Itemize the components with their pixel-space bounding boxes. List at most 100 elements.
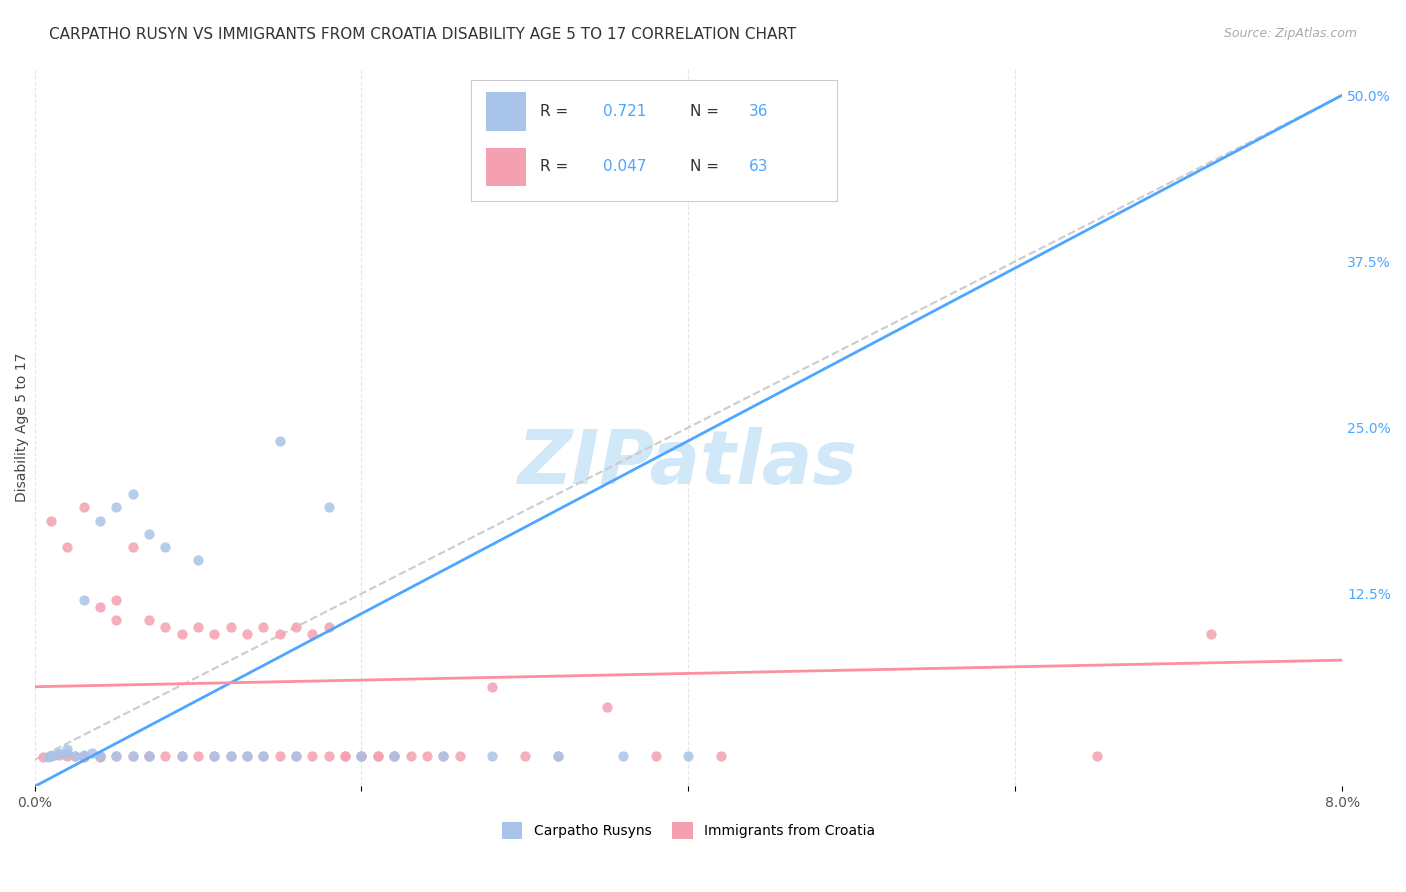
Point bbox=[333, 748, 356, 763]
Point bbox=[155, 540, 177, 554]
Point bbox=[138, 526, 160, 541]
Point bbox=[513, 748, 536, 763]
Point bbox=[252, 748, 274, 763]
Point bbox=[170, 748, 193, 763]
Text: 36: 36 bbox=[749, 104, 768, 120]
Point bbox=[56, 748, 79, 763]
Point bbox=[236, 626, 259, 640]
Point bbox=[301, 626, 323, 640]
Point bbox=[56, 742, 79, 756]
Text: ZIPatlas: ZIPatlas bbox=[519, 427, 859, 500]
Text: R =: R = bbox=[540, 104, 574, 120]
Point bbox=[89, 599, 111, 614]
Point bbox=[39, 748, 62, 763]
Point bbox=[37, 750, 59, 764]
Y-axis label: Disability Age 5 to 17: Disability Age 5 to 17 bbox=[15, 353, 30, 502]
Point bbox=[72, 500, 94, 515]
Point bbox=[89, 514, 111, 528]
Text: N =: N = bbox=[690, 160, 724, 175]
Point bbox=[318, 620, 340, 634]
Bar bbox=[485, 93, 526, 131]
Text: N =: N = bbox=[690, 104, 724, 120]
Point bbox=[219, 748, 242, 763]
Point bbox=[285, 620, 308, 634]
Point bbox=[80, 746, 103, 760]
Point bbox=[382, 748, 405, 763]
Text: CARPATHO RUSYN VS IMMIGRANTS FROM CROATIA DISABILITY AGE 5 TO 17 CORRELATION CHA: CARPATHO RUSYN VS IMMIGRANTS FROM CROATI… bbox=[49, 27, 796, 42]
Point bbox=[285, 748, 308, 763]
Point bbox=[56, 540, 79, 554]
Point bbox=[612, 748, 634, 763]
Point bbox=[808, 181, 831, 195]
Point bbox=[382, 748, 405, 763]
Point bbox=[170, 748, 193, 763]
Point bbox=[155, 748, 177, 763]
Point bbox=[432, 748, 454, 763]
Point bbox=[138, 748, 160, 763]
Point bbox=[367, 748, 389, 763]
Point bbox=[105, 593, 128, 607]
Point bbox=[105, 500, 128, 515]
Point bbox=[350, 748, 373, 763]
Point bbox=[65, 748, 87, 763]
Point bbox=[202, 748, 225, 763]
Point bbox=[39, 748, 62, 763]
Point bbox=[72, 750, 94, 764]
Point bbox=[252, 748, 274, 763]
Point bbox=[269, 626, 291, 640]
Point bbox=[547, 748, 569, 763]
Point bbox=[416, 748, 439, 763]
Point bbox=[219, 620, 242, 634]
Text: 0.047: 0.047 bbox=[603, 160, 645, 175]
Point bbox=[48, 747, 70, 762]
Point bbox=[481, 680, 503, 694]
Point bbox=[48, 746, 70, 760]
Point bbox=[399, 748, 422, 763]
Point bbox=[202, 748, 225, 763]
Point bbox=[138, 613, 160, 627]
Point bbox=[350, 748, 373, 763]
Point bbox=[252, 620, 274, 634]
Point bbox=[89, 748, 111, 763]
Point bbox=[155, 620, 177, 634]
Point bbox=[318, 748, 340, 763]
Point bbox=[285, 748, 308, 763]
Point bbox=[121, 540, 143, 554]
Text: 0.721: 0.721 bbox=[603, 104, 645, 120]
Point bbox=[170, 626, 193, 640]
Point bbox=[138, 748, 160, 763]
Point bbox=[56, 746, 79, 760]
Point bbox=[710, 748, 733, 763]
Point bbox=[219, 748, 242, 763]
Point bbox=[678, 748, 700, 763]
Point bbox=[138, 748, 160, 763]
Point bbox=[432, 748, 454, 763]
Bar bbox=[485, 148, 526, 186]
Point bbox=[301, 748, 323, 763]
Point bbox=[449, 748, 471, 763]
Point bbox=[89, 750, 111, 764]
Point bbox=[202, 626, 225, 640]
Point bbox=[269, 434, 291, 448]
Point bbox=[31, 750, 53, 764]
Point bbox=[547, 748, 569, 763]
Point bbox=[481, 748, 503, 763]
Point bbox=[65, 748, 87, 763]
Point bbox=[105, 613, 128, 627]
Point bbox=[333, 748, 356, 763]
Text: 63: 63 bbox=[749, 160, 768, 175]
Point bbox=[72, 747, 94, 762]
Legend: Carpatho Rusyns, Immigrants from Croatia: Carpatho Rusyns, Immigrants from Croatia bbox=[496, 816, 880, 844]
Point bbox=[236, 748, 259, 763]
Point bbox=[595, 699, 617, 714]
Point bbox=[318, 500, 340, 515]
Point bbox=[121, 748, 143, 763]
Point bbox=[72, 593, 94, 607]
Text: R =: R = bbox=[540, 160, 574, 175]
Point bbox=[121, 748, 143, 763]
Point bbox=[105, 748, 128, 763]
Point bbox=[350, 748, 373, 763]
Point bbox=[236, 748, 259, 763]
Point bbox=[644, 748, 666, 763]
Point bbox=[44, 747, 66, 762]
